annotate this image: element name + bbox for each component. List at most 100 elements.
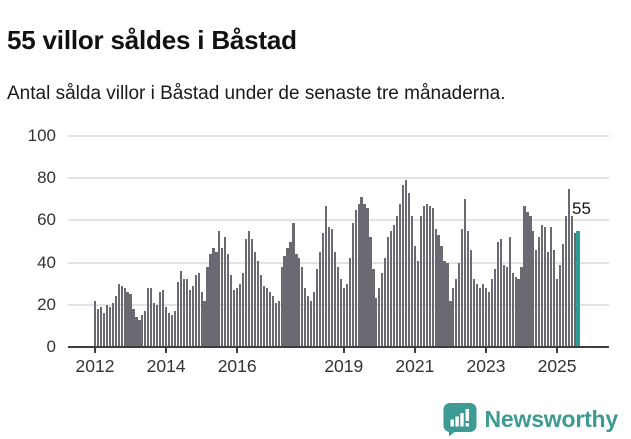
bar	[313, 292, 316, 347]
y-axis-label-100: 100	[27, 126, 56, 145]
bar	[342, 287, 345, 347]
y-axis-label-60: 60	[37, 210, 56, 230]
x-axis-label-2019: 2019	[324, 356, 364, 376]
bar	[176, 281, 180, 347]
bar	[102, 313, 105, 347]
bar	[366, 207, 369, 347]
bar	[360, 197, 363, 347]
bar	[239, 283, 242, 347]
bar	[108, 306, 111, 347]
bar	[573, 233, 576, 347]
bar	[141, 315, 144, 347]
bar	[135, 317, 138, 347]
bar	[538, 237, 541, 347]
bar	[381, 273, 384, 347]
chart-subtitle: Antal sålda villor i Båstad under de sen…	[7, 83, 506, 104]
bar	[505, 266, 508, 347]
bar	[203, 300, 206, 347]
bar	[301, 266, 304, 347]
bar	[384, 258, 387, 347]
bar	[310, 300, 313, 347]
plot-area	[68, 135, 609, 347]
bar	[496, 241, 499, 347]
bar	[564, 216, 568, 347]
bar	[478, 287, 482, 347]
bar	[185, 279, 188, 347]
y-axis-label-0: 0	[46, 337, 56, 356]
bar	[167, 313, 171, 347]
bar	[348, 258, 351, 347]
bar	[425, 203, 428, 347]
x-axis-tick-2012	[94, 348, 96, 353]
bar	[182, 279, 185, 347]
bar	[265, 287, 268, 347]
bar	[93, 300, 97, 347]
newsworthy-attribution: Newsworthy	[442, 401, 618, 437]
bar	[333, 252, 336, 347]
bar	[484, 287, 488, 347]
newsworthy-logo-text: Newsworthy	[484, 405, 619, 432]
x-axis-tick-2016	[236, 348, 239, 353]
bar	[162, 290, 165, 347]
bar	[153, 302, 156, 347]
bar	[561, 243, 565, 347]
bar	[452, 287, 455, 347]
bar	[280, 266, 283, 347]
bar	[292, 222, 295, 347]
bar	[123, 287, 126, 347]
bar	[138, 319, 141, 347]
bar	[150, 287, 153, 347]
bar	[316, 268, 319, 347]
bar	[129, 294, 132, 347]
bar	[410, 216, 414, 347]
y-axis-label-40: 40	[37, 252, 56, 272]
bar	[550, 226, 553, 347]
bar	[170, 315, 174, 347]
bar	[117, 283, 120, 347]
bar	[511, 273, 514, 347]
bar	[298, 258, 301, 347]
bar	[200, 292, 203, 347]
bar	[330, 228, 334, 347]
bar	[440, 245, 443, 347]
bar	[393, 224, 396, 347]
bar	[422, 205, 425, 347]
bar	[446, 262, 449, 347]
bar	[369, 237, 372, 347]
bar	[233, 290, 236, 347]
bar	[327, 226, 331, 347]
bar	[473, 279, 476, 347]
bar	[475, 283, 479, 347]
bar	[449, 300, 452, 347]
bar	[555, 279, 559, 347]
bar	[413, 245, 416, 347]
bar	[428, 205, 431, 347]
last-value-label: 55	[572, 199, 591, 218]
bar	[221, 247, 224, 347]
bar	[99, 306, 102, 347]
bar	[437, 235, 440, 347]
bar	[283, 256, 286, 347]
bar	[354, 209, 357, 347]
bar	[378, 287, 381, 347]
bar	[493, 268, 496, 347]
bar	[416, 260, 419, 347]
bar	[289, 241, 292, 347]
bar	[218, 230, 221, 347]
bar	[242, 273, 245, 347]
bar	[253, 252, 257, 347]
bar	[227, 254, 230, 347]
bar	[357, 203, 360, 347]
bar	[517, 279, 520, 347]
x-axis-tick-2025	[556, 348, 559, 353]
x-axis-label-2023: 2023	[466, 356, 506, 376]
bar	[461, 228, 464, 347]
bar-current-highlight	[576, 230, 580, 347]
bar	[191, 285, 194, 347]
bar	[247, 230, 251, 347]
bar	[144, 311, 147, 347]
bar	[544, 226, 547, 347]
bar	[132, 309, 135, 347]
bar	[120, 285, 123, 347]
bar	[259, 275, 262, 347]
